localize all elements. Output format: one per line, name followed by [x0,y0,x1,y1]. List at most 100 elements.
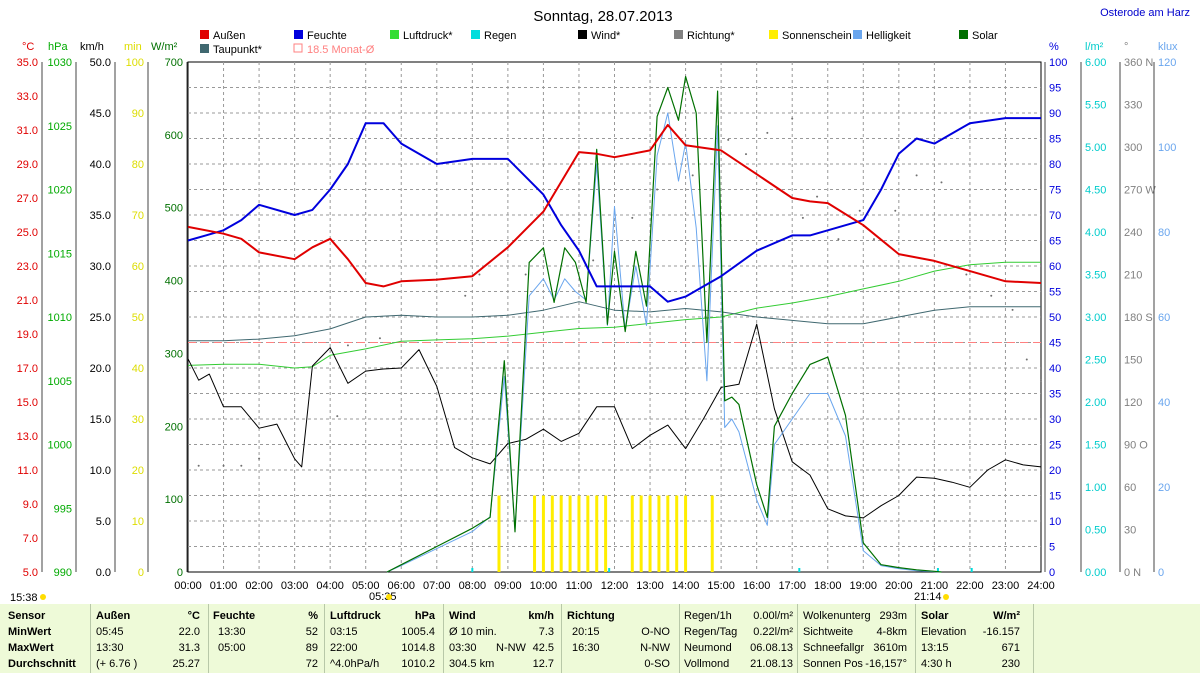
hpa-axis-tick: 1015 [48,248,72,260]
temp-axis-tick: 27.0 [17,193,38,205]
aussen-time: 13:30 [96,642,124,654]
lm2-axis-tick: 5.50 [1085,100,1106,112]
sunshine-bar [541,495,545,572]
direction-point [258,457,261,460]
time-tick: 20:00 [885,580,913,592]
legend-swatch [200,44,209,53]
richtung-value: 0-SO [644,658,670,670]
sunshine-bar [675,495,679,572]
time-tick: 23:00 [992,580,1020,592]
extra-label: Sonnen Pos [803,658,863,670]
solar-label: 13:15 [921,642,949,654]
direction-point [592,259,595,262]
rain-mark [936,568,939,572]
pct-axis-tick: 100 [1049,57,1067,69]
legend-label: Regen [484,30,516,42]
direction-point [837,238,840,241]
hpa-axis-tick: 1005 [48,376,72,388]
hpa-axis-tick: 1025 [48,121,72,133]
aussen-time: 05:45 [96,626,124,638]
direction-point [872,238,875,241]
summary-table: Sensor Außen °C Feuchte% Luftdruck hPa Wind km/… [0,604,1200,673]
misc-label: Regen/Tag [684,626,738,638]
deg-axis-tick: 240 [1124,227,1142,239]
pct-axis-tick: 90 [1049,108,1061,120]
aussen-value: 25.27 [172,658,200,670]
lm2-axis-tick: 3.50 [1085,270,1106,282]
sunshine-bar [577,495,581,572]
legend-swatch [293,43,303,53]
time-tick: 21:00 [921,580,949,592]
deg-axis-tick: 300 [1124,142,1142,154]
klux-axis-tick: 80 [1158,227,1170,239]
misc-label: Regen/1h [684,610,732,622]
axis-unit-klux: klux [1158,41,1178,53]
sunshine-bar [550,495,554,572]
hpa-axis-tick: 1000 [48,440,72,452]
sunshine-bar [568,495,572,572]
deg-axis-tick: 60 [1124,482,1136,494]
axis-unit-lm2: l/m² [1085,41,1104,53]
direction-point [656,188,659,191]
time-tick: 10:00 [530,580,558,592]
pct-axis-tick: 10 [1049,516,1061,528]
time-tick: 19:00 [850,580,878,592]
temp-axis-tick: 15.0 [17,397,38,409]
pct-axis-tick: 75 [1049,185,1061,197]
direction-point [197,464,200,467]
kmh-axis-tick: 40.0 [90,159,111,171]
legend-label: Luftdruck* [403,30,453,42]
sunshine-bar [684,495,688,572]
axis-unit-deg: ° [1124,41,1128,53]
header-wind: Wind [449,610,476,622]
time-tick: 07:00 [423,580,451,592]
time-tick: 01:00 [210,580,238,592]
plot-area [187,75,1042,573]
deg-axis-tick: 270 W [1124,185,1156,197]
deg-axis-tick: 30 [1124,525,1136,537]
extra-label: Schneefallgr [803,642,865,654]
time-tick: 17:00 [778,580,806,592]
header-aussen-unit: °C [187,610,200,622]
pct-axis-tick: 30 [1049,414,1061,426]
header-richtung: Richtung [567,610,615,622]
pct-axis-tick: 25 [1049,440,1061,452]
sunshine-bar [559,495,563,572]
time-tick: 04:00 [316,580,344,592]
temp-axis-tick: 29.0 [17,159,38,171]
time-tick: 06:00 [387,580,415,592]
wm2-axis-tick: 100 [165,494,183,506]
solar-series [386,75,942,573]
min-axis-tick: 70 [132,210,144,222]
deg-axis-tick: 0 N [1124,567,1141,579]
pct-axis-tick: 15 [1049,491,1061,503]
legend-swatch [200,30,209,39]
sunshine-bar [497,495,501,572]
sunshine-bar [604,495,608,572]
direction-point [1025,358,1028,361]
sunshine-bar [639,495,643,572]
legend-label: Solar [972,30,998,42]
misc-label: Vollmond [684,658,730,670]
pct-axis-tick: 85 [1049,134,1061,146]
wm2-axis-tick: 600 [165,130,183,142]
column-separator [915,604,916,673]
aussen-series [187,123,1042,288]
axis-unit-min: min [124,41,142,53]
lm2-axis-tick: 3.00 [1085,312,1106,324]
extra-label: Wolkenunterg [803,610,871,622]
pct-axis-tick: 45 [1049,338,1061,350]
misc-value: 0.00l/m² [753,610,793,622]
misc-value: 06.08.13 [750,642,793,654]
time-tick: 18:00 [814,580,842,592]
hpa-axis-tick: 1030 [48,57,72,69]
solar-label: 4:30 h [921,658,952,670]
kmh-axis-tick: 45.0 [90,108,111,120]
druck-time: 22:00 [330,642,358,654]
min-axis-tick: 100 [126,57,144,69]
wm2-axis-tick: 300 [165,348,183,360]
kmh-axis-tick: 15.0 [90,414,111,426]
lm2-axis-tick: 0.00 [1085,567,1106,579]
chart-title: Sonntag, 28.07.2013 [533,8,672,25]
direction-point [631,216,634,219]
